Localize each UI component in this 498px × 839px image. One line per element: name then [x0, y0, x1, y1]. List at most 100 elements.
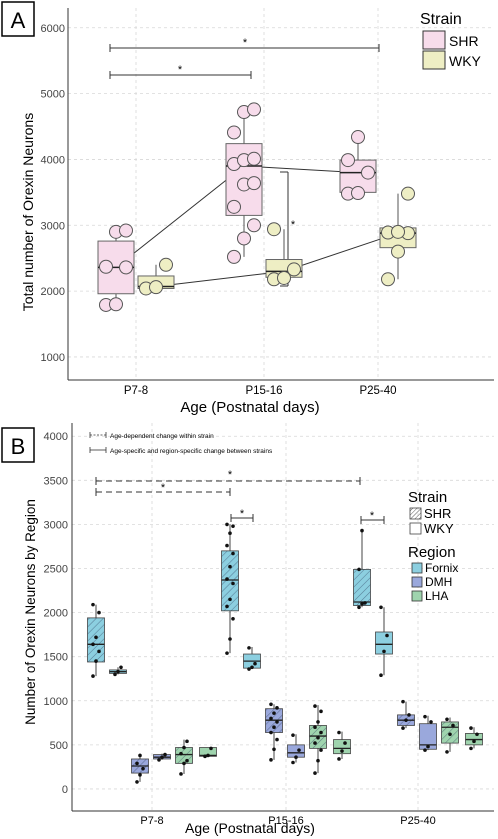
- data-point: [94, 635, 98, 640]
- data-point: [313, 725, 317, 730]
- data-point: [182, 745, 186, 750]
- panel-b-star-1: *: [228, 469, 233, 481]
- data-point: [209, 746, 213, 751]
- data-point: [163, 752, 167, 757]
- panel-b-note-1: Age-dependent change within strain: [110, 433, 214, 440]
- data-point: [340, 749, 344, 753]
- y-tick-label: 2500: [44, 564, 68, 576]
- data-point: [135, 761, 139, 766]
- legend-swatch-lha: [411, 590, 423, 602]
- panel-a-y-axis-label: Total number of Orexin Neurons: [20, 113, 36, 311]
- y-tick-label: 4000: [44, 431, 68, 443]
- data-point: [360, 601, 364, 606]
- y-tick-label: 3000: [44, 519, 68, 531]
- panel-a-x-axis-label: Age (Postnatal days): [180, 399, 319, 416]
- panel-b-legend-region: Region Fornix DMH LHA: [408, 544, 458, 603]
- y-tick-label: 3500: [44, 475, 68, 487]
- data-point: [225, 577, 229, 581]
- legend-swatch-shr: [422, 30, 446, 50]
- panel-a-star-1: *: [178, 64, 183, 76]
- data-point: [275, 720, 279, 724]
- data-point: [294, 755, 298, 760]
- box-dmh-shr-p7-8: [131, 753, 149, 784]
- data-point: [141, 766, 145, 771]
- data-point: [149, 280, 163, 295]
- box-shr-p7-8: [97, 223, 135, 312]
- box-hatch: [175, 747, 193, 764]
- panel-b-star-2: *: [161, 482, 166, 494]
- panel-b-grid: [71, 423, 494, 812]
- data-point: [231, 581, 235, 586]
- data-point: [277, 270, 291, 285]
- box-lha-wky-p15-16: [333, 730, 351, 761]
- data-point: [426, 744, 430, 749]
- panel-b-star-3: *: [240, 508, 245, 520]
- box-lha-shr-p7-8: [175, 739, 193, 776]
- x-tick-label-p7-8: P7-8: [124, 385, 148, 397]
- data-point: [225, 651, 229, 655]
- panel-b-star-4: *: [370, 510, 375, 522]
- data-point: [351, 186, 365, 201]
- box-shr-p25-40: [339, 130, 377, 201]
- legend-label-shr: SHR: [449, 33, 479, 49]
- data-point: [269, 716, 273, 721]
- y-tick-label: 2000: [44, 608, 68, 620]
- panel-a-legend: Strain SHR WKY: [420, 11, 482, 70]
- data-point: [316, 758, 320, 763]
- panel-a-star-3: *: [291, 219, 296, 231]
- data-point: [228, 637, 232, 641]
- data-point: [179, 751, 183, 756]
- data-point: [116, 669, 120, 674]
- data-point: [385, 633, 389, 638]
- data-point: [247, 176, 261, 191]
- box-fornix-shr-p7-8: [87, 602, 105, 678]
- data-point: [319, 748, 323, 752]
- legend-label-strain-shr: SHR: [424, 506, 451, 521]
- data-point: [231, 524, 235, 528]
- data-point: [391, 244, 405, 259]
- panel-a-star-2: *: [243, 37, 248, 49]
- box-dmh-wky-p15-16: [287, 733, 305, 765]
- panel-b-label: B: [11, 434, 26, 459]
- box-hatch: [221, 550, 239, 611]
- data-point: [119, 260, 133, 275]
- data-point: [91, 674, 95, 678]
- y-tick-label: 4000: [41, 154, 65, 166]
- data-point: [343, 741, 347, 745]
- data-point: [404, 718, 408, 722]
- box-lha-wky-p25-40: [465, 726, 483, 751]
- data-point: [472, 739, 476, 744]
- data-point: [379, 605, 383, 610]
- data-point: [237, 231, 251, 246]
- data-point: [109, 297, 123, 312]
- y-tick-label: 3000: [41, 220, 65, 232]
- legend-swatch-plain: [409, 522, 422, 535]
- data-point: [227, 125, 241, 140]
- data-point: [99, 259, 113, 274]
- box-dmh-wky-p25-40: [419, 714, 437, 752]
- y-tick-label: 1000: [41, 352, 65, 364]
- box-hatch: [353, 569, 371, 606]
- data-point: [391, 224, 405, 239]
- y-tick-label: 6000: [41, 23, 65, 35]
- data-point: [297, 748, 301, 752]
- y-tick-label: 5000: [41, 89, 65, 101]
- data-point: [203, 754, 207, 759]
- data-point: [475, 732, 479, 737]
- data-point: [272, 725, 276, 730]
- box-dmh-shr-p25-40: [397, 699, 415, 730]
- data-point: [97, 649, 101, 654]
- box-fornix-shr-p25-40: [353, 528, 371, 610]
- panel-b-legend-strain: Strain SHR WKY: [408, 489, 454, 536]
- box-hatch: [87, 617, 105, 662]
- x-tick-label-p7-8: P7-8: [140, 815, 163, 827]
- data-point: [247, 102, 261, 117]
- box-body: [375, 631, 393, 655]
- data-point: [119, 223, 133, 238]
- data-point: [247, 646, 251, 650]
- panel-a-label-box: [1, 1, 35, 37]
- data-point: [113, 672, 117, 677]
- data-point: [227, 199, 241, 214]
- panel-a-boxes: [97, 102, 417, 312]
